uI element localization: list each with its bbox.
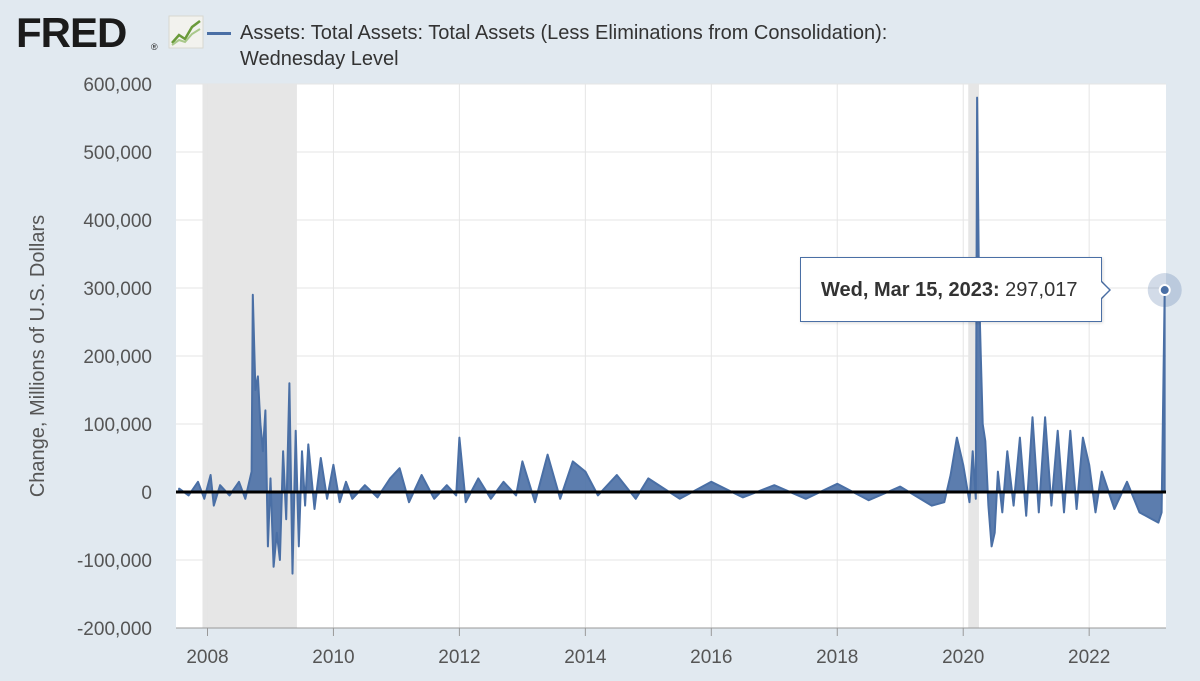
y-tick-label: 600,000 (83, 75, 152, 96)
y-tick-label: 0 (141, 483, 152, 504)
chart-header: FRED ® Assets: Total Assets: Total Asset… (0, 0, 1200, 78)
legend-label: Assets: Total Assets: Total Assets (Less… (240, 22, 888, 70)
tooltip-text: Wed, Mar 15, 2023: 297,017 (821, 279, 1077, 302)
y-tick-label: 500,000 (83, 143, 152, 164)
tooltip-date: Wed, Mar 15, 2023: (821, 279, 1000, 301)
highlight-point (1158, 284, 1171, 297)
y-tick-label: -100,000 (77, 551, 152, 572)
y-tick-label: 100,000 (83, 415, 152, 436)
x-tick-label: 2010 (312, 647, 354, 668)
y-tick-label: 200,000 (83, 347, 152, 368)
x-tick-label: 2014 (564, 647, 607, 668)
fred-logo[interactable]: FRED ® (16, 9, 204, 56)
tooltip: Wed, Mar 15, 2023: 297,017 (800, 257, 1102, 322)
x-tick-label: 2012 (438, 647, 480, 668)
y-tick-label: 300,000 (83, 279, 152, 300)
y-tick-label: 400,000 (83, 211, 152, 232)
x-tick-label: 2022 (1068, 647, 1110, 668)
line-graph-icon (168, 15, 204, 49)
x-tick-label: 2018 (816, 647, 858, 668)
registered-mark: ® (151, 42, 158, 52)
fred-logo-text: FRED (16, 9, 127, 56)
x-tick-label: 2020 (942, 647, 984, 668)
tooltip-value: 297,017 (1005, 279, 1078, 301)
y-axis-label: Change, Millions of U.S. Dollars (27, 215, 49, 497)
series-line (178, 96, 1166, 575)
tooltip-arrow-inner (1099, 280, 1109, 300)
legend-swatch (207, 32, 231, 35)
x-tick-label: 2016 (690, 647, 732, 668)
x-tick-label: 2008 (186, 647, 228, 668)
y-tick-label: -200,000 (77, 619, 152, 640)
